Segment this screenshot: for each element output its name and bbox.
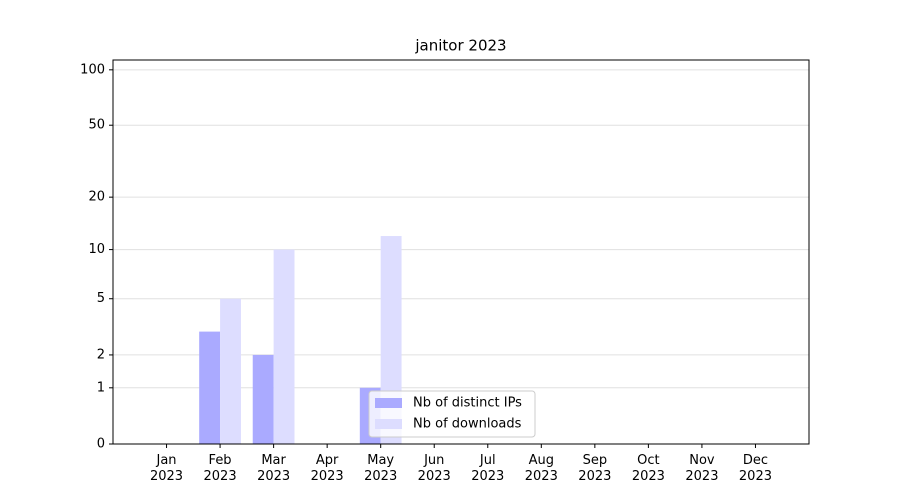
- x-tick-label: Jul 2023: [471, 453, 505, 484]
- bar: [273, 249, 295, 444]
- x-tick-label: Aug 2023: [524, 453, 558, 484]
- x-tick-label: Sep 2023: [578, 453, 612, 484]
- legend-swatch: [375, 398, 402, 408]
- x-tick-label: Nov 2023: [685, 453, 719, 484]
- chart-title: janitor 2023: [414, 37, 506, 55]
- y-tick-label: 20: [88, 190, 105, 205]
- y-tick-label: 100: [80, 62, 105, 77]
- legend-label: Nb of distinct IPs: [413, 396, 522, 411]
- y-tick-label: 0: [97, 437, 105, 452]
- x-tick-label: Feb 2023: [203, 453, 237, 484]
- x-tick-label: Jun 2023: [417, 453, 451, 484]
- x-tick-label: May 2023: [364, 453, 398, 484]
- bar: [220, 298, 241, 444]
- x-tick-label: Jan 2023: [149, 453, 184, 484]
- plot-frame: [112, 59, 810, 445]
- x-tick-label: Apr 2023: [310, 453, 344, 484]
- bar: [252, 354, 274, 444]
- y-tick-label: 5: [97, 291, 105, 306]
- legend-label: Nb of downloads: [413, 417, 522, 432]
- y-tick-label: 2: [97, 347, 105, 362]
- legend-box: [368, 390, 536, 438]
- y-tick-label: 10: [88, 242, 105, 257]
- bar: [199, 331, 221, 444]
- x-tick-label: Oct 2023: [631, 453, 665, 484]
- x-tick-label: Mar 2023: [257, 453, 291, 484]
- y-tick-label: 50: [88, 118, 105, 133]
- legend-swatch: [375, 419, 402, 429]
- y-tick-label: 1: [97, 380, 105, 395]
- x-tick-label: Dec 2023: [738, 453, 772, 484]
